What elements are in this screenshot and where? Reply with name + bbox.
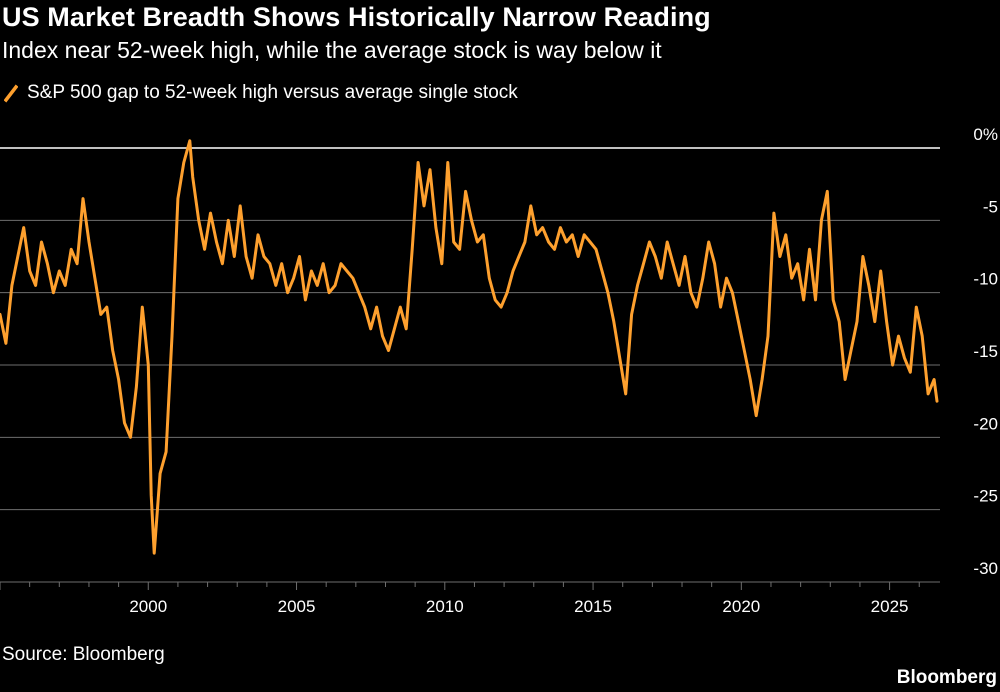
legend-swatch xyxy=(4,84,18,103)
x-tick-label: 2020 xyxy=(722,597,760,616)
series-layer xyxy=(0,139,939,555)
y-axis-labels: 0% -5 -10 -15 -20 -25 -30 xyxy=(973,125,998,578)
x-tick-label: 2015 xyxy=(574,597,612,616)
y-tick-label: -10 xyxy=(973,270,998,289)
legend: S&P 500 gap to 52-week high versus avera… xyxy=(4,82,518,104)
y-tick-label: -25 xyxy=(973,487,998,506)
y-tick-label: 0% xyxy=(973,125,998,144)
chart-title: US Market Breadth Shows Historically Nar… xyxy=(2,2,711,32)
x-tick-label: 2025 xyxy=(871,597,909,616)
chart-subtitle: Index near 52-week high, while the avera… xyxy=(2,37,662,63)
legend-swatch-line xyxy=(4,84,18,103)
source-note: Source: Bloomberg xyxy=(2,644,165,665)
bloomberg-logo: Bloomberg xyxy=(896,667,997,688)
x-axis: 2000 2005 2010 2015 2020 2025 xyxy=(0,582,920,616)
y-tick-label: -30 xyxy=(973,559,998,578)
y-tick-label: -5 xyxy=(983,197,998,216)
line-chart: 2000 2005 2010 2015 2020 2025 0% -5 -10 -15 -20 -2… xyxy=(0,125,998,616)
x-tick-label: 2000 xyxy=(129,597,167,616)
x-tick-label: 2005 xyxy=(278,597,316,616)
series-line-0 xyxy=(0,139,939,555)
y-tick-label: -15 xyxy=(973,342,998,361)
x-tick-label: 2010 xyxy=(426,597,464,616)
legend-label: S&P 500 gap to 52-week high versus avera… xyxy=(27,82,518,103)
y-tick-label: -20 xyxy=(973,414,998,433)
